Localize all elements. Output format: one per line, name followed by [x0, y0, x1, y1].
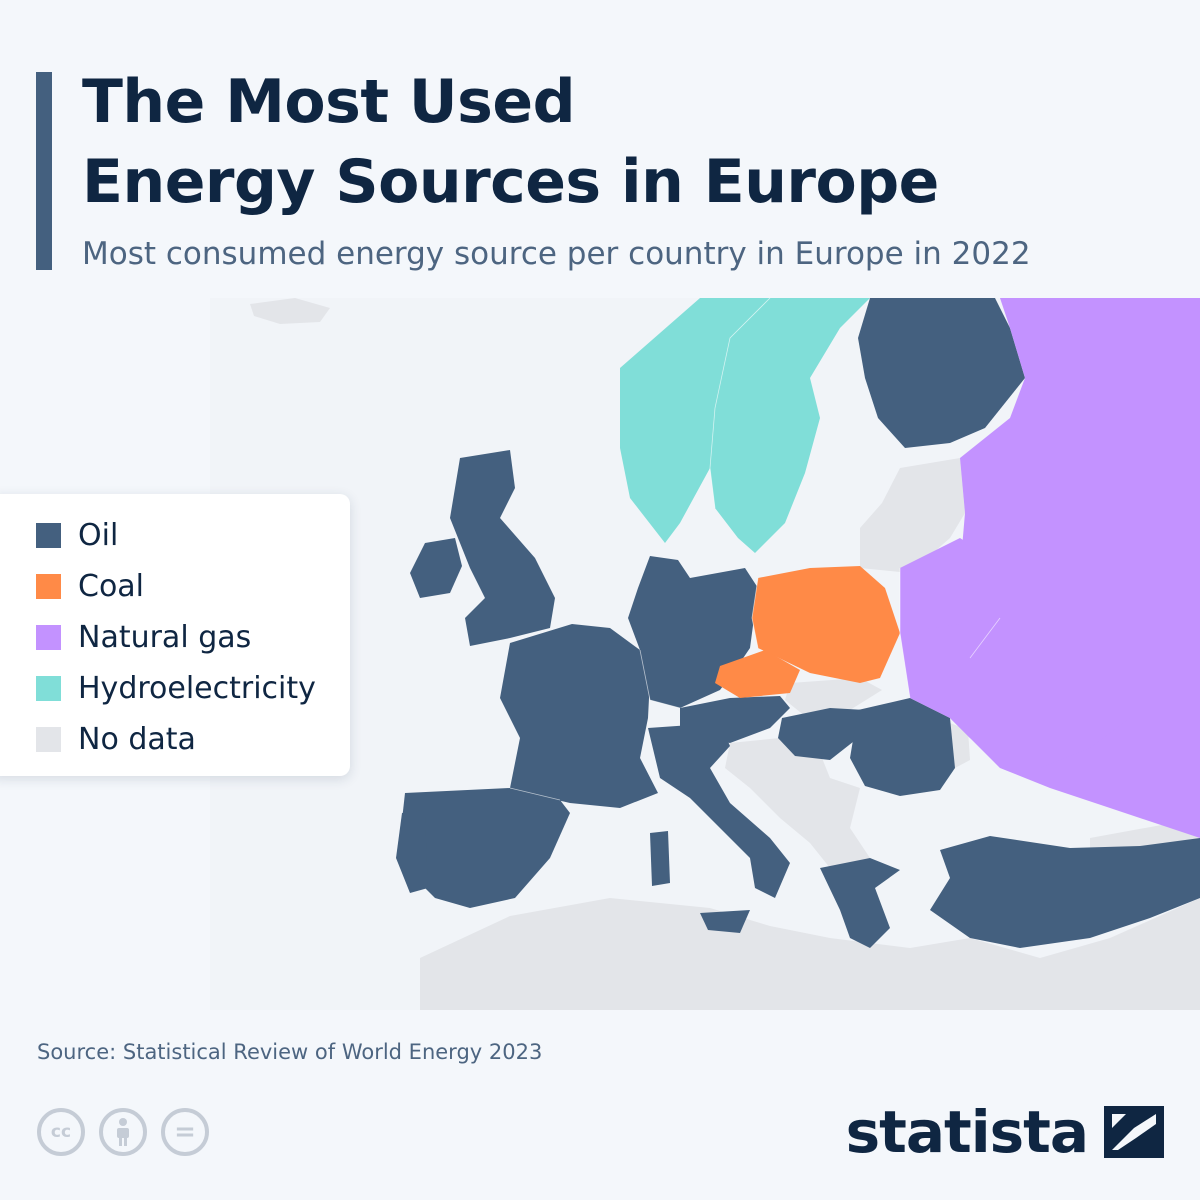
legend-label: Natural gas	[78, 620, 252, 655]
no-derivatives-icon[interactable]: =	[161, 1108, 209, 1156]
france	[500, 624, 658, 808]
title-accent-bar	[36, 72, 52, 270]
source-note: Source: Statistical Review of World Ener…	[37, 1040, 543, 1064]
romania	[850, 698, 955, 796]
page-title: The Most Used Energy Sources in Europe	[82, 62, 939, 222]
portugal	[396, 810, 428, 893]
austria	[680, 696, 790, 743]
europe-map	[210, 298, 1200, 1010]
finland	[858, 298, 1025, 448]
legend-label: No data	[78, 722, 196, 757]
legend-swatch	[36, 523, 61, 548]
attribution-icon[interactable]	[99, 1108, 147, 1156]
poland	[752, 566, 900, 683]
sweden	[710, 298, 870, 553]
legend-swatch	[36, 625, 61, 650]
sicily	[700, 910, 750, 933]
hungary	[778, 708, 865, 760]
statista-brand[interactable]: statista	[846, 1098, 1164, 1166]
czechia	[715, 650, 800, 698]
subtitle: Most consumed energy source per country …	[82, 236, 1031, 272]
legend-item: Oil	[36, 510, 350, 561]
legend-label: Oil	[78, 518, 119, 553]
belarus	[900, 538, 1000, 633]
cc-icon[interactable]: cc	[37, 1108, 85, 1156]
italy	[648, 723, 790, 898]
legend-item: Natural gas	[36, 612, 350, 663]
legend-swatch	[36, 676, 61, 701]
legend-item: Coal	[36, 561, 350, 612]
slovakia-nodata	[785, 678, 882, 716]
europe-map-svg	[250, 298, 1200, 1010]
sardinia	[650, 831, 670, 886]
cc-icon-text: cc	[50, 1122, 72, 1142]
license-icons: cc =	[37, 1108, 209, 1156]
norway	[620, 298, 770, 543]
legend-item: Hydroelectricity	[36, 663, 350, 714]
map-legend: Oil Coal Natural gas Hydroelectricity No dat…	[0, 494, 350, 776]
legend-swatch	[36, 574, 61, 599]
person-glyph	[117, 1118, 129, 1146]
nd-icon-text: =	[174, 1117, 196, 1147]
ireland	[410, 538, 462, 598]
spain	[400, 788, 570, 908]
balkans-nodata	[725, 738, 870, 868]
legend-item: No data	[36, 714, 350, 765]
turkey	[930, 836, 1200, 948]
country-borders	[509, 298, 1001, 801]
iceland-nodata	[250, 298, 330, 324]
legend-label: Coal	[78, 569, 145, 604]
greece	[820, 858, 900, 948]
title-line-1: The Most Used	[82, 67, 576, 137]
statista-logo-icon	[1104, 1106, 1164, 1158]
baltics-nodata	[860, 458, 965, 573]
legend-list: Oil Coal Natural gas Hydroelectricity No dat…	[0, 494, 350, 765]
legend-swatch	[36, 727, 61, 752]
legend-label: Hydroelectricity	[78, 671, 316, 706]
north-africa-nodata	[420, 898, 1200, 1010]
united-kingdom	[450, 450, 555, 646]
brand-name: statista	[845, 1098, 1089, 1166]
ukraine	[900, 618, 1130, 768]
title-line-2: Energy Sources in Europe	[82, 147, 939, 217]
